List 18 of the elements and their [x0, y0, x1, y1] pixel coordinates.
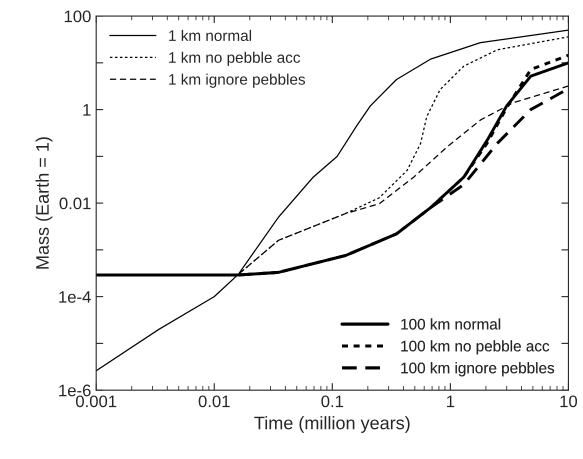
y-tick-label: 1 — [83, 104, 91, 116]
legend-label: 100 km normal — [401, 318, 500, 330]
x-tick-label: 0.1 — [321, 395, 344, 408]
y-axis-title: Mass (Earth = 1) — [36, 137, 52, 269]
y-tick-label: 1e-4 — [59, 291, 91, 303]
x-tick-label: 10 — [560, 395, 578, 408]
x-axis-title: Time (million years) — [254, 416, 410, 433]
x-tick-label: 0.01 — [198, 395, 230, 408]
y-tick-label: 1e-6 — [59, 384, 91, 396]
legend-label: 1 km no pebble acc — [169, 52, 300, 66]
legend-label: 100 km ignore pebbles — [401, 362, 554, 376]
y-tick-label: 0.01 — [60, 198, 91, 210]
legend-label: 1 km ignore pebbles — [169, 74, 306, 88]
y-tick-label: 100 — [64, 10, 91, 22]
x-tick-label: 0.001 — [76, 395, 116, 408]
legend-label: 1 km normal — [169, 30, 252, 42]
x-tick-label: 1 — [447, 396, 454, 408]
legend-label: 100 km no pebble acc — [401, 340, 550, 355]
